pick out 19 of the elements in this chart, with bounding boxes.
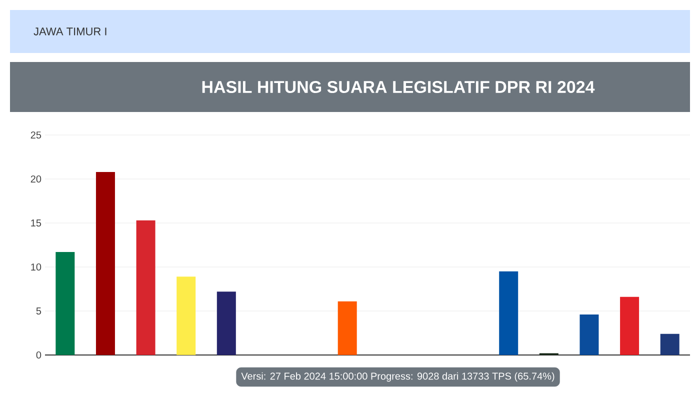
bar xyxy=(96,172,115,355)
y-tick-label: 5 xyxy=(36,308,42,314)
bar xyxy=(136,220,156,355)
text: Versi: 27 Feb 2024 15:00:00 Progress: 9028 dari 13733 TPS (65.74%) xyxy=(241,372,554,382)
text: JAWA TIMUR I xyxy=(34,28,106,36)
bar xyxy=(338,301,357,355)
chart-title: HASIL HITUNG SUARA LEGISLATIF DPR RI 2024 xyxy=(202,80,595,94)
bar xyxy=(580,314,599,355)
y-tick-label: 25 xyxy=(30,131,42,139)
bar xyxy=(620,296,640,355)
y-tick-label: 0 xyxy=(36,351,42,359)
bar xyxy=(176,276,196,355)
bar xyxy=(660,334,680,355)
y-tick-label: 10 xyxy=(31,263,42,271)
y-tick-label: 15 xyxy=(31,220,42,226)
bar xyxy=(216,292,236,355)
bar xyxy=(56,252,75,355)
bar xyxy=(499,271,518,355)
y-tick-label: 20 xyxy=(30,175,42,183)
